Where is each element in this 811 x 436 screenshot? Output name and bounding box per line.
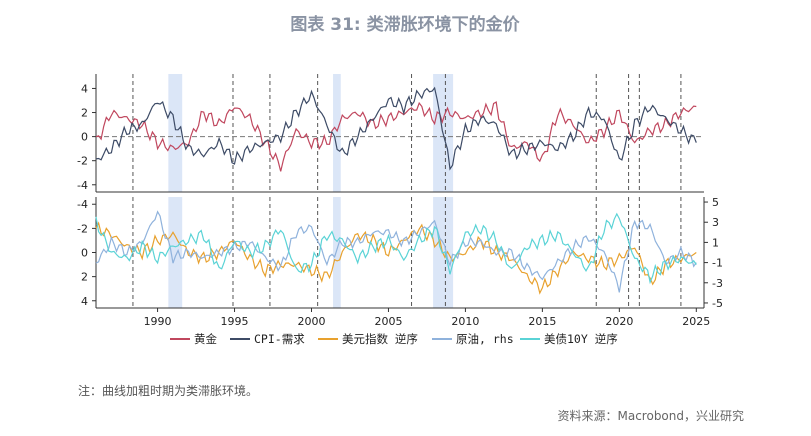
source-note: 资料来源：Macrobond，兴业研究 [558, 408, 745, 423]
xtick-label: 2025 [682, 315, 710, 328]
xtick-label: 1995 [221, 315, 249, 328]
bottom-ytick-left-label: 0 [81, 247, 88, 260]
legend-label-usd: 美元指数 逆序 [342, 332, 418, 346]
stagflation-shade-bottom-0 [168, 197, 183, 308]
stagflation-shade-top-1 [333, 74, 341, 192]
series-line-gold [95, 101, 697, 172]
bottom-ytick-left-label: -2 [77, 222, 88, 235]
top-ytick-label: 4 [81, 82, 88, 95]
series-line-usd [95, 221, 697, 295]
bottom-ytick-right-label: 3 [712, 216, 719, 229]
bottom-ytick-right-label: 1 [712, 236, 719, 249]
legend: 黄金 CPI-需求 美元指数 逆序 原油, rhs 美债10Y 逆序 [170, 332, 618, 346]
top-ytick-label: -4 [77, 179, 88, 192]
top-ytick-label: 2 [81, 107, 88, 120]
series-line-oil [95, 210, 697, 293]
xtick-label: 2015 [528, 315, 556, 328]
xtick-label: 1990 [144, 315, 172, 328]
footnote: 注：曲线加粗时期为类滞胀环境。 [78, 383, 258, 398]
legend-label-ust: 美债10Y 逆序 [544, 332, 618, 346]
bottom-ytick-right-label: -5 [712, 297, 723, 310]
bottom-ytick-left-label: 4 [81, 295, 88, 308]
xtick-label: 2000 [297, 315, 325, 328]
bottom-ytick-right-label: 5 [712, 196, 719, 209]
series-line-ust [95, 212, 697, 285]
bottom-ytick-left-label: -4 [77, 198, 88, 211]
top-panel: 4 2 0 -2 -4 [77, 74, 704, 193]
legend-label-gold: 黄金 [194, 332, 217, 346]
top-ytick-label: -2 [77, 155, 88, 168]
legend-label-oil: 原油, rhs [456, 332, 514, 346]
xtick-label: 2005 [374, 315, 402, 328]
bottom-panel: -4 -2 0 2 4 5 3 1 -1 -3 -5 1990 1995 2000 2005 2010 2015… [77, 196, 723, 328]
stagflation-shade-top-0 [168, 74, 183, 192]
series-line-cpi [95, 86, 697, 171]
bottom-ytick-left-label: 2 [81, 271, 88, 284]
xtick-label: 2020 [605, 315, 633, 328]
bottom-ytick-right-label: -1 [712, 257, 723, 270]
legend-label-cpi: CPI-需求 [254, 332, 305, 346]
chart-title: 图表 31: 类滞胀环境下的金价 [290, 14, 520, 35]
xtick-label: 2010 [451, 315, 479, 328]
bottom-ytick-right-label: -3 [712, 277, 723, 290]
stagflation-shade-bottom-1 [333, 197, 341, 308]
top-ytick-label: 0 [81, 131, 88, 144]
